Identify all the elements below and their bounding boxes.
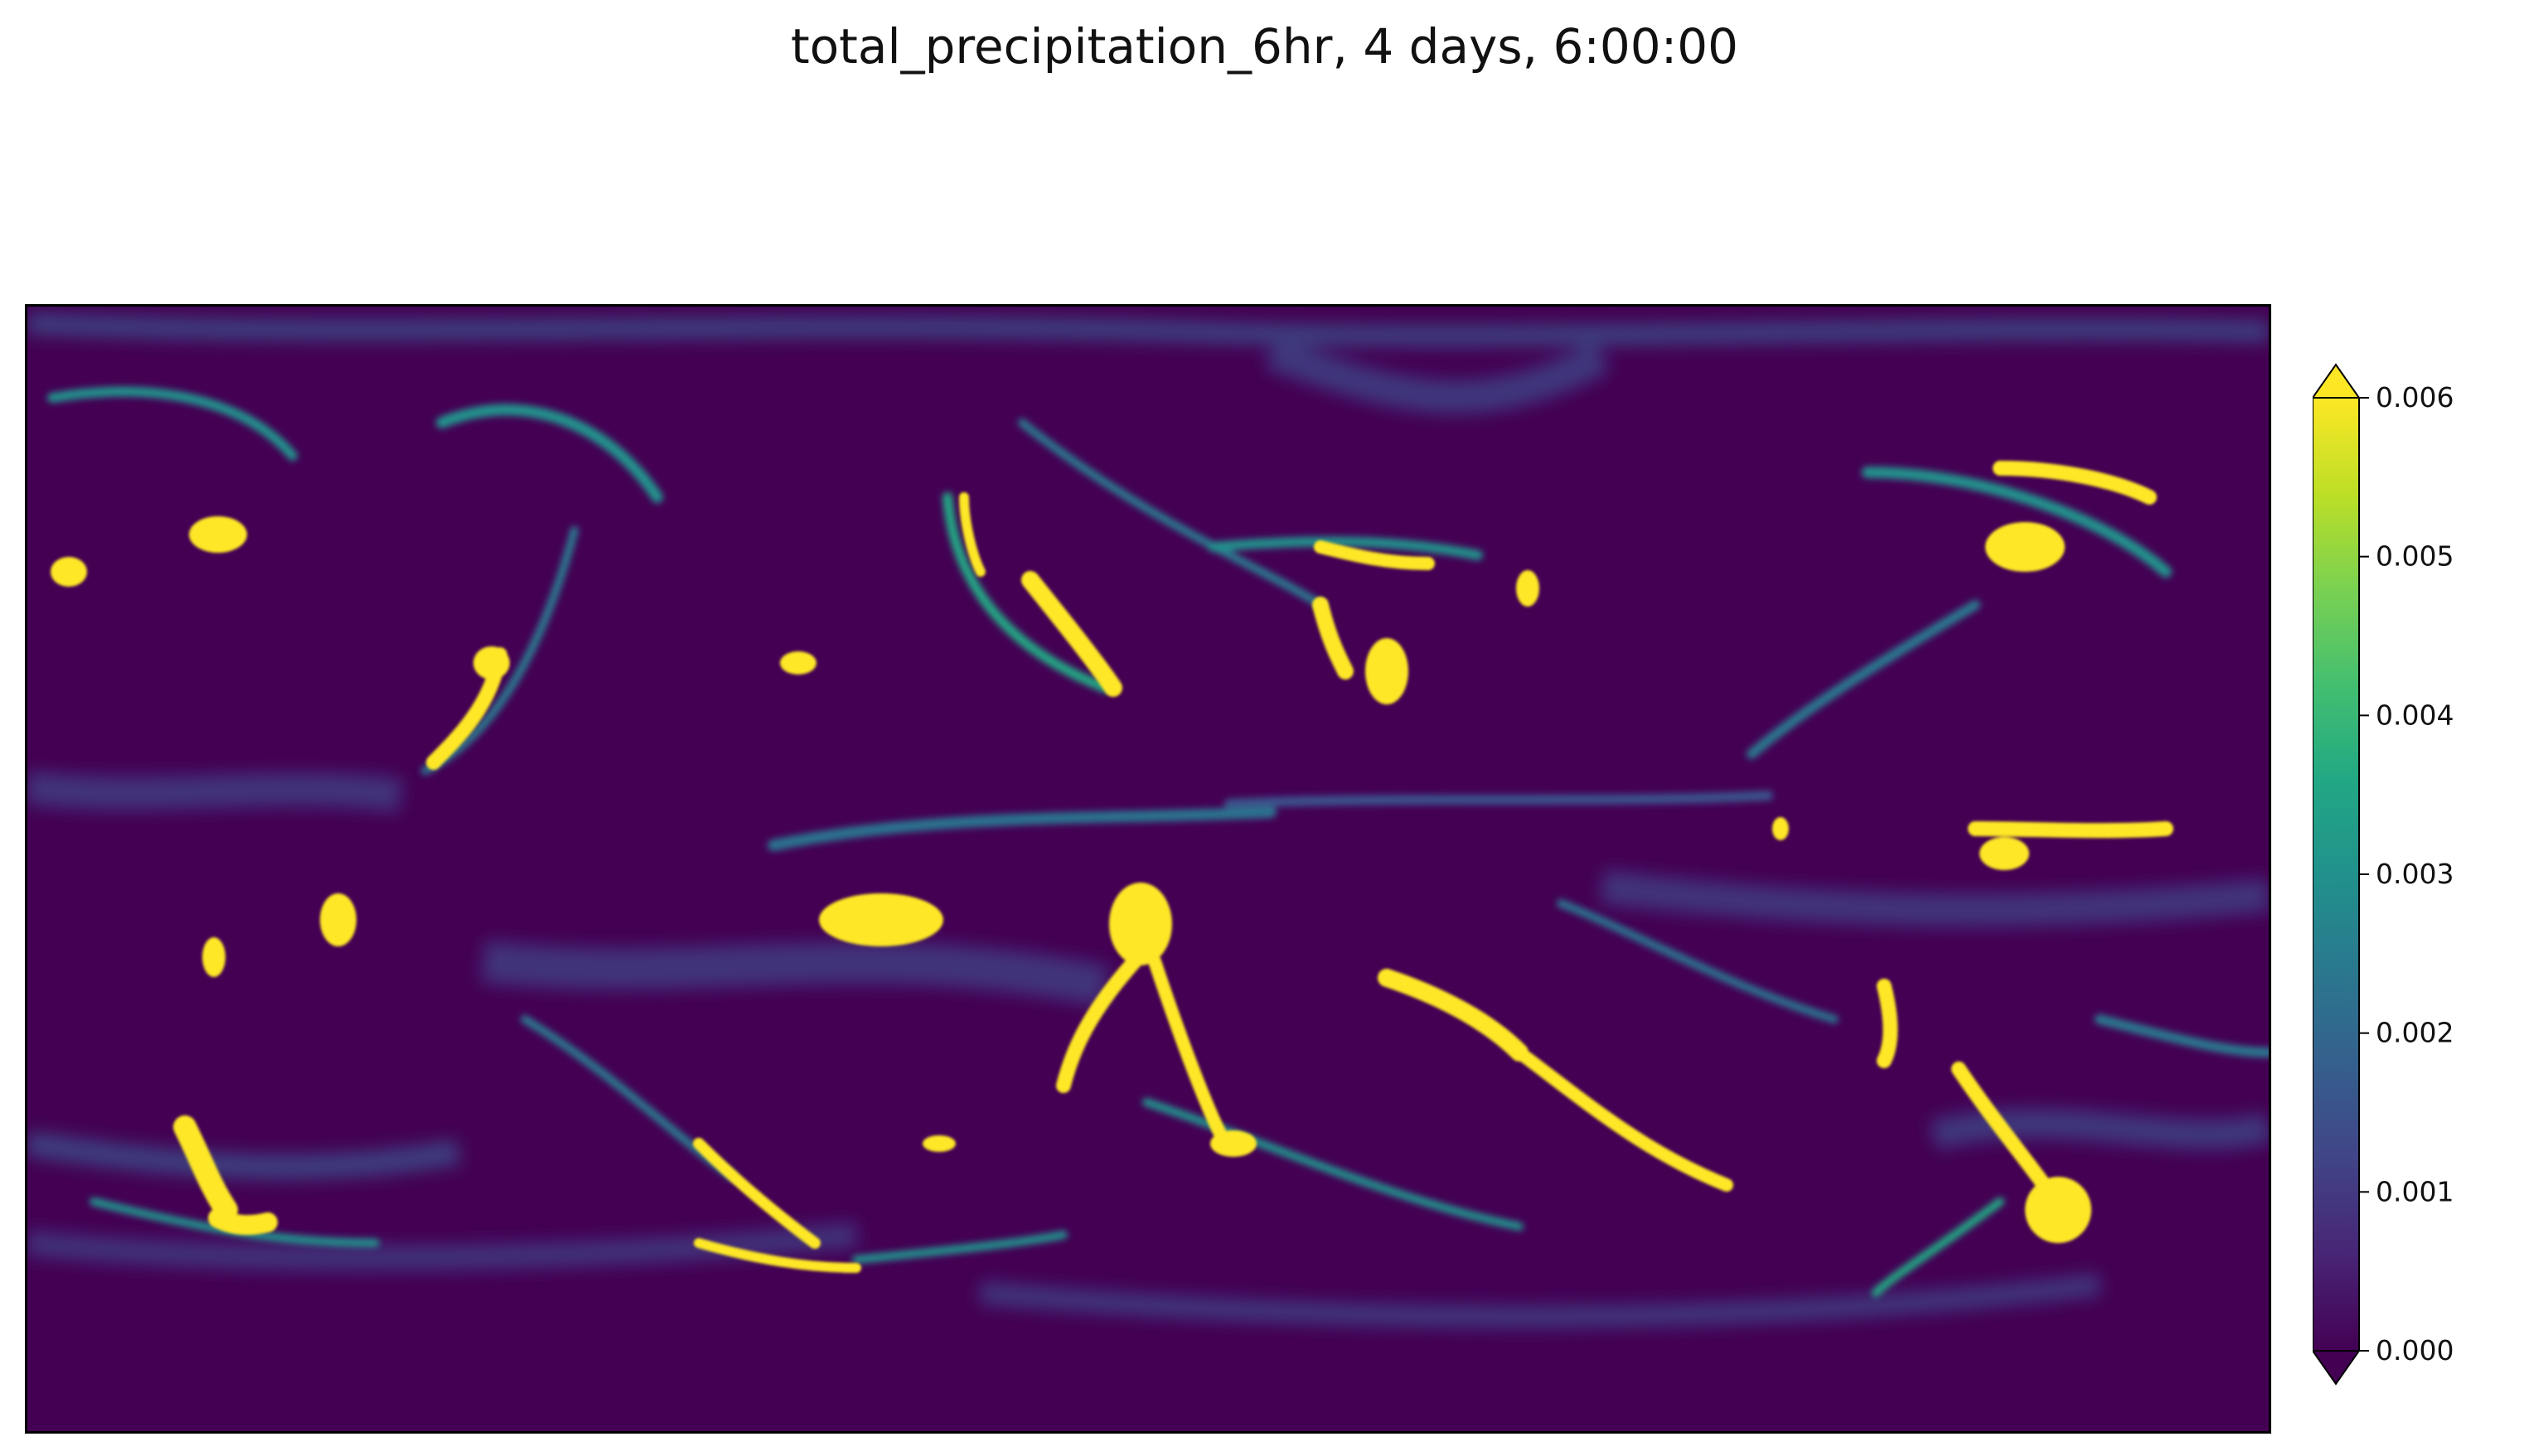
colorbar-tick-label: 0.001 [2376, 1175, 2454, 1207]
feature-east-tropic-spot [1772, 817, 1789, 840]
feature-southeast-blob [2025, 1177, 2091, 1243]
feature-south-central-spot [1210, 1130, 1257, 1157]
heatmap-panel [25, 304, 2271, 1434]
colorbar-tick-label: 0.003 [2376, 858, 2454, 890]
colorbar-extend-min [2313, 1351, 2359, 1384]
colorbar-tick-label: 0.004 [2376, 699, 2454, 731]
precipitation-heatmap [27, 307, 2269, 1431]
colorbar-extend-max [2313, 365, 2359, 398]
feature-east-tropic-spot-2 [1979, 837, 2029, 870]
colorbar: 0.000 0.001 0.002 0.003 0.004 0.005 0.006 [2313, 356, 2512, 1392]
colorbar-gradient [2313, 398, 2359, 1351]
colorbar-tick-label: 0.000 [2376, 1334, 2454, 1367]
chart-title: total_precipitation_6hr, 4 days, 6:00:00 [0, 18, 2529, 75]
feature-subtropic-blob [473, 646, 510, 680]
feature-west-tropic-spot [320, 893, 356, 946]
feature-north-central-blob [1516, 570, 1539, 607]
colorbar-ticks: 0.000 0.001 0.002 0.003 0.004 0.005 0.006 [2359, 381, 2454, 1367]
feature-equatorial-cluster [819, 893, 943, 946]
feature-sw-spot [923, 1135, 956, 1152]
colorbar-tick-label: 0.006 [2376, 381, 2454, 414]
feature-west-tropic-spot-2 [202, 937, 225, 977]
colorbar-tick-label: 0.002 [2376, 1017, 2454, 1049]
feature-central-spot [1365, 638, 1408, 704]
feature-northwest-blob [189, 516, 247, 553]
feature-west-spot [51, 557, 87, 587]
feature-northeast-blob [1985, 522, 2065, 572]
feature-central-north-spot [780, 651, 816, 675]
colorbar-tick-label: 0.005 [2376, 540, 2454, 573]
